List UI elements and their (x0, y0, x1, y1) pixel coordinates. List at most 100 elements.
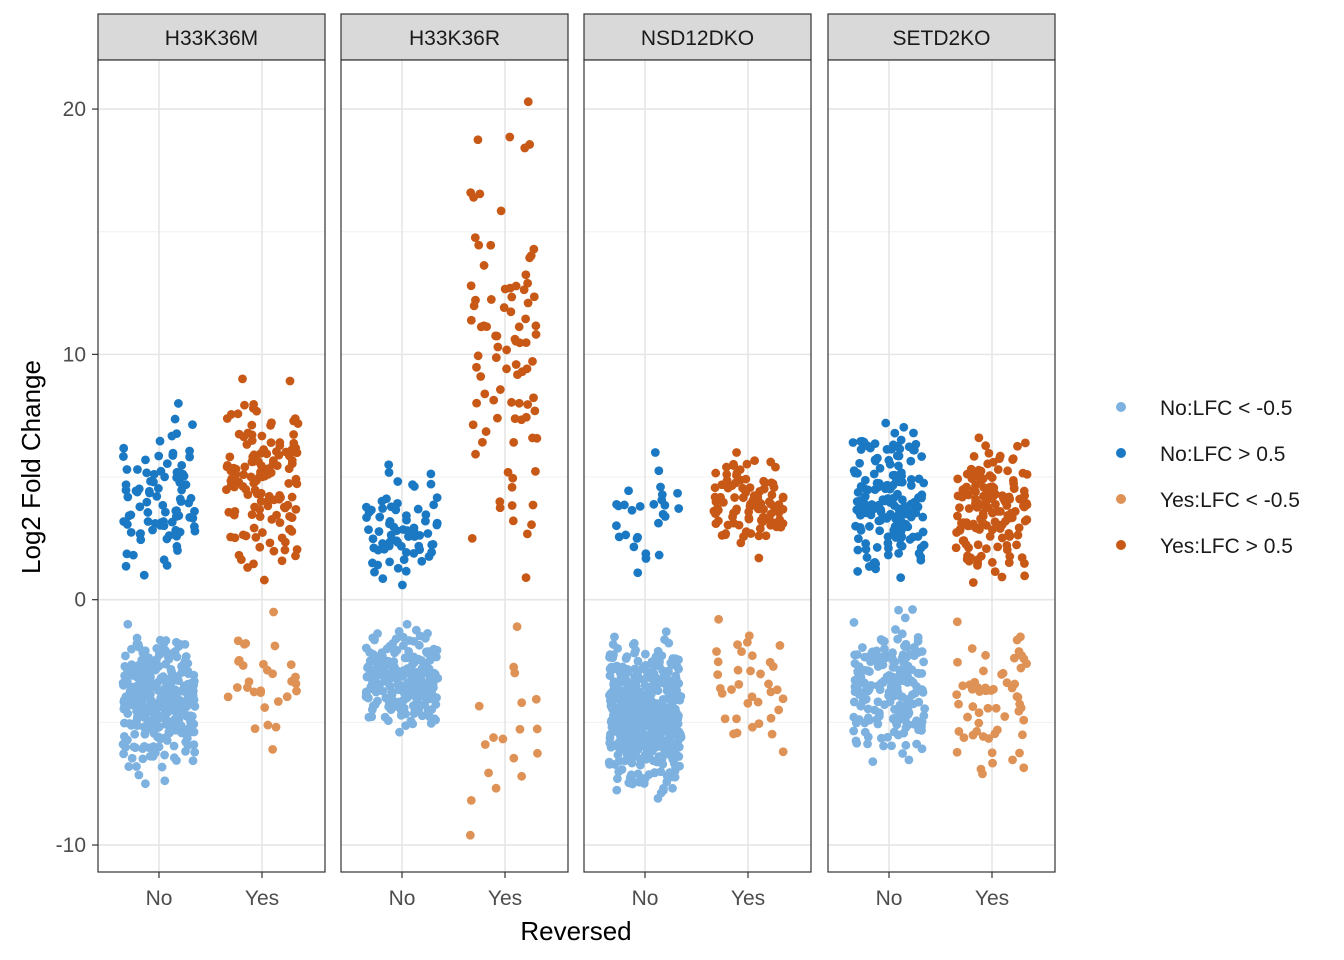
data-point (385, 641, 395, 651)
panel-border (583, 59, 812, 873)
data-point (479, 261, 489, 270)
data-point (292, 448, 302, 458)
data-point (375, 512, 385, 522)
data-point (234, 429, 244, 439)
x-tick-label: Yes (245, 887, 279, 910)
data-point (361, 643, 371, 653)
data-point (747, 692, 757, 702)
data-point (1009, 653, 1019, 663)
data-point (904, 708, 914, 718)
data-point (162, 560, 172, 570)
data-point (507, 482, 517, 492)
data-point (531, 330, 541, 339)
data-point (865, 667, 874, 676)
data-point (158, 712, 168, 722)
data-point (1018, 730, 1027, 740)
data-point (188, 756, 198, 766)
data-point (650, 717, 660, 727)
data-point (243, 428, 253, 438)
data-point (894, 709, 904, 719)
facet-panel: H33K36M No Yes (97, 13, 326, 910)
data-point (626, 691, 635, 701)
legend-item: Yes:LFC > 0.5 (1116, 535, 1293, 558)
data-point (990, 567, 1000, 576)
data-point (134, 484, 144, 494)
data-point (121, 651, 130, 661)
data-point (899, 422, 909, 432)
data-point (875, 463, 885, 473)
data-point (974, 718, 984, 728)
data-point (135, 502, 145, 512)
data-point (238, 481, 248, 491)
data-point (512, 622, 522, 632)
data-point (517, 415, 526, 425)
data-point (377, 496, 387, 506)
data-point (291, 551, 300, 561)
data-point (397, 580, 407, 590)
data-point (370, 656, 379, 666)
data-point (474, 701, 484, 711)
data-point (906, 475, 916, 484)
data-point (138, 754, 148, 764)
data-point (978, 732, 988, 741)
data-point (266, 438, 276, 448)
data-point (1019, 715, 1029, 725)
data-point (465, 830, 475, 840)
data-point (493, 342, 503, 352)
data-point (860, 727, 870, 737)
data-point (968, 702, 978, 711)
data-point (119, 732, 129, 741)
data-point (149, 745, 159, 755)
data-point (401, 566, 411, 576)
data-point (520, 143, 530, 153)
data-point (184, 690, 194, 700)
data-point (126, 720, 136, 730)
data-point (386, 705, 396, 715)
data-point (119, 443, 129, 453)
data-point (132, 691, 142, 700)
data-point (776, 522, 786, 532)
data-point (519, 285, 529, 295)
data-point (614, 767, 624, 777)
data-point (466, 796, 476, 805)
data-point (712, 647, 721, 656)
data-point (133, 681, 142, 690)
legend-item: No:LFC > 0.5 (1116, 443, 1285, 466)
data-point (902, 642, 912, 652)
data-point (651, 672, 660, 682)
data-point (392, 645, 402, 655)
data-point (164, 531, 174, 540)
data-point (1018, 501, 1028, 511)
data-point (368, 534, 378, 544)
data-point (272, 510, 281, 520)
data-point (635, 754, 645, 764)
data-point (170, 414, 180, 424)
data-point (152, 491, 162, 501)
legend-label: No:LFC > 0.5 (1160, 443, 1285, 466)
data-point (667, 678, 677, 688)
data-point (255, 512, 265, 522)
data-point (140, 713, 149, 722)
point-layer (848, 418, 1032, 779)
data-point (138, 744, 148, 754)
data-point (143, 508, 153, 517)
x-tick-label: No (146, 887, 173, 910)
data-point (906, 481, 916, 490)
data-point (404, 646, 414, 656)
data-point (744, 513, 754, 523)
data-point (529, 292, 539, 302)
data-point (507, 292, 517, 302)
data-point (507, 397, 516, 407)
data-point (132, 633, 142, 643)
data-point (997, 491, 1007, 501)
data-point (421, 516, 430, 526)
data-point (511, 360, 521, 369)
data-point (509, 753, 519, 763)
data-point (491, 331, 500, 341)
data-point (865, 715, 874, 725)
data-point (364, 525, 373, 535)
data-point (269, 607, 278, 617)
y-axis: -10 0 10 20 (56, 98, 98, 857)
data-point (854, 679, 864, 689)
